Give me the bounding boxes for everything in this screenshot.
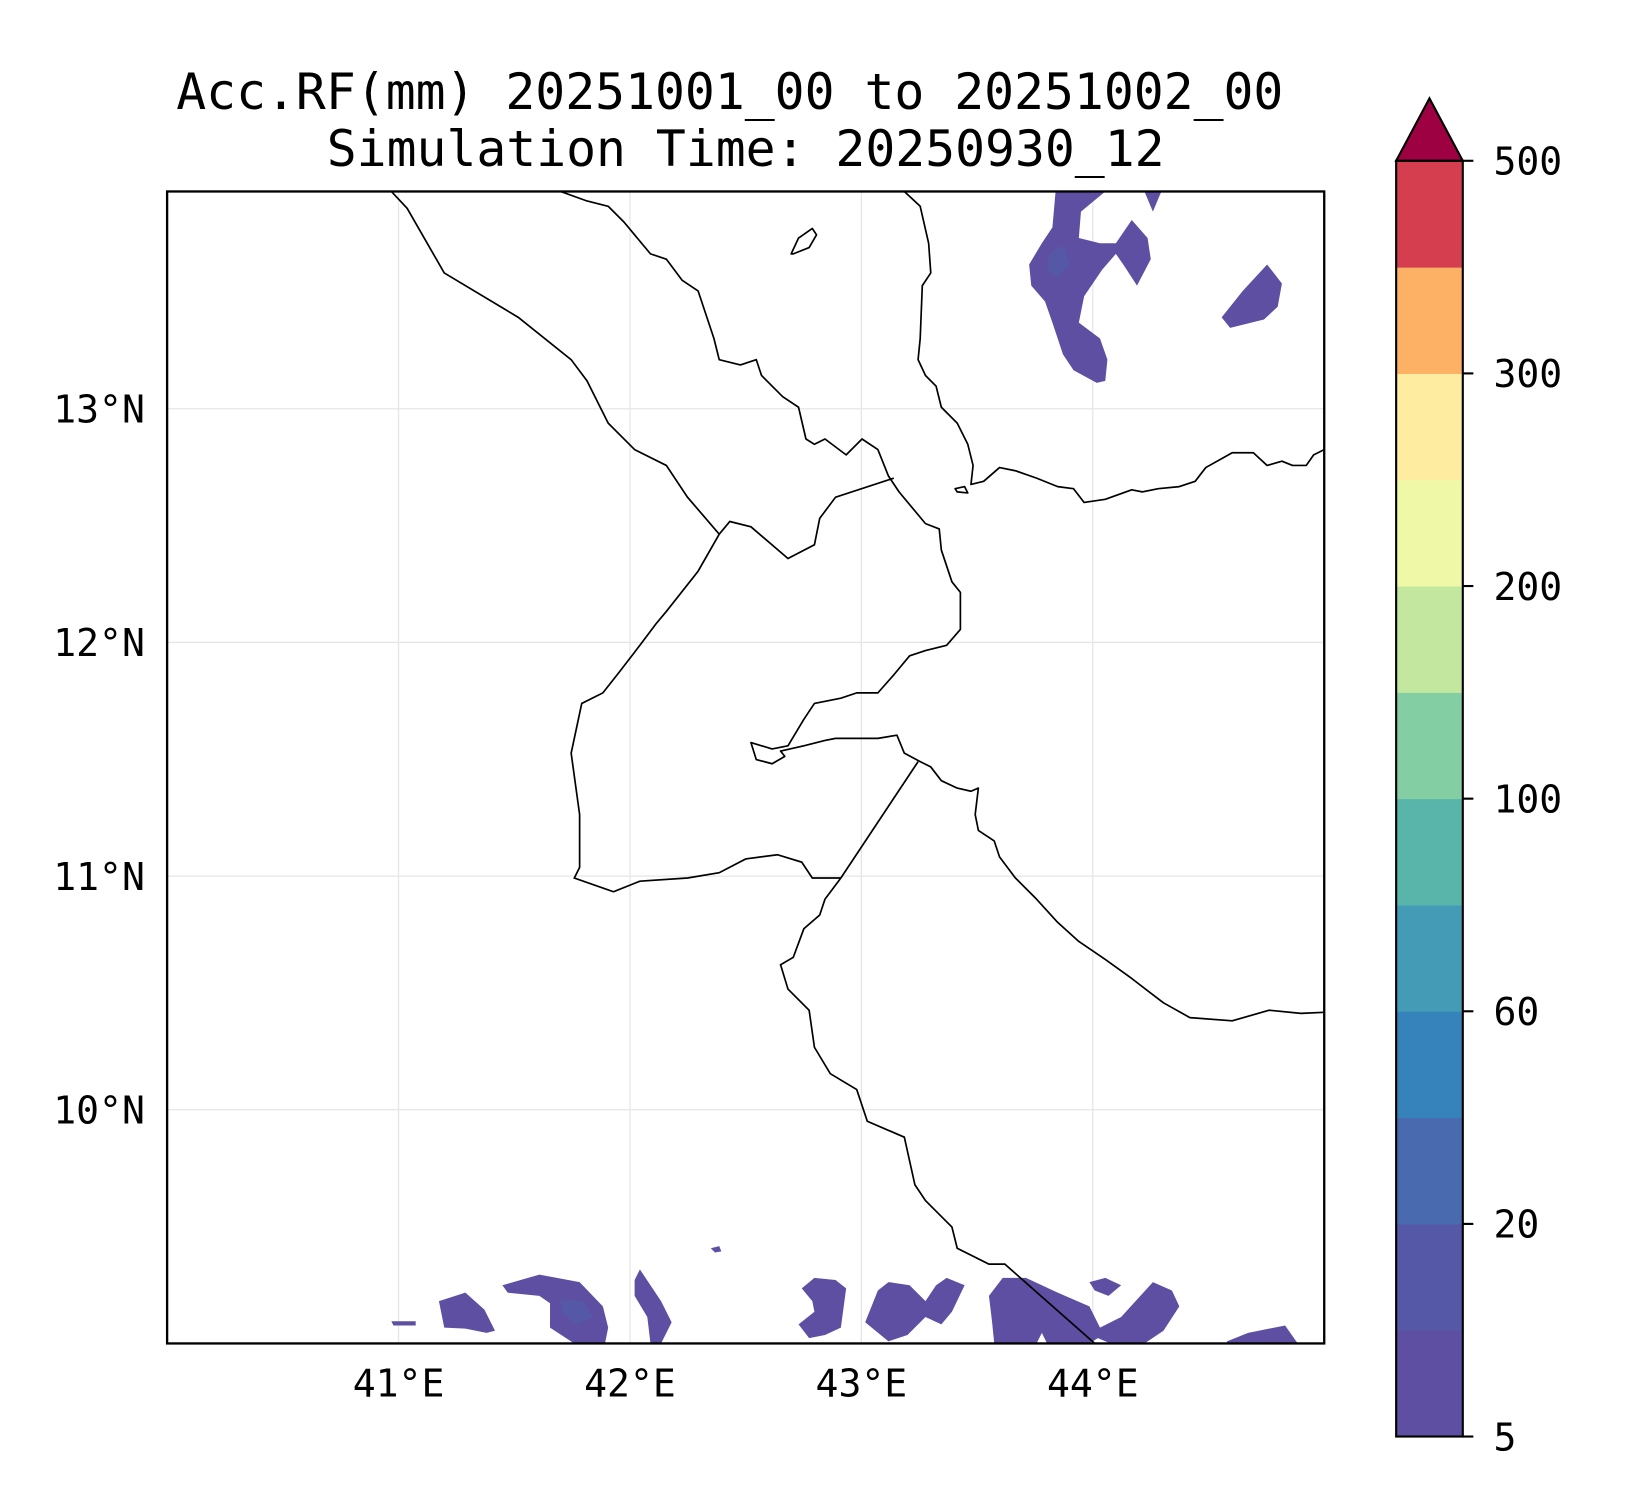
lat-tick-label: 12°N <box>53 621 145 665</box>
border-ethiopia-djibouti <box>570 533 841 893</box>
colorbar-tick-label: 20 <box>1493 1203 1539 1247</box>
colorbar-tick-label: 300 <box>1493 352 1562 396</box>
lon-tick-label: 44°E <box>1047 1361 1139 1405</box>
map-frame <box>165 190 1326 1345</box>
colorbar-tick-label: 60 <box>1493 990 1539 1034</box>
border-eritrea-djibouti <box>718 477 895 560</box>
border-ethiopia-somalia <box>779 877 1096 1344</box>
rain-area <box>438 1292 495 1333</box>
coastline-yemen <box>903 191 1325 504</box>
gridlines <box>167 191 1325 1344</box>
border-djibouti-somalia <box>840 761 919 879</box>
colorbar-bin <box>1396 798 1463 906</box>
rainfall-contours <box>391 191 1298 1344</box>
rain-area <box>502 1274 609 1344</box>
colorbar-bin <box>1396 267 1463 374</box>
country-borders <box>390 191 1096 1344</box>
rain-area <box>1047 245 1071 278</box>
rain-area <box>1226 1325 1298 1344</box>
rain-area <box>560 1299 593 1325</box>
colorbar: 5 20 60 100 200 300 500 <box>1394 96 1562 1459</box>
border-eritrea-ethiopia <box>390 191 720 535</box>
rain-area <box>1029 191 1151 383</box>
colorbar-bin <box>1396 373 1463 481</box>
rain-area <box>1221 264 1282 328</box>
lon-tick-label: 41°E <box>353 1361 445 1405</box>
colorbar-tick-label: 100 <box>1493 777 1562 821</box>
coastlines <box>560 191 1325 1022</box>
colorbar-extend-arrow <box>1394 96 1465 162</box>
colorbar-tick-label: 5 <box>1493 1415 1516 1459</box>
rain-area <box>1144 191 1162 212</box>
colorbar-bin <box>1396 1117 1463 1225</box>
lat-tick-label: 11°N <box>53 855 145 899</box>
axis-labels: 41°E 42°E 43°E 44°E 13°N 12°N 11°N 10°N <box>53 388 1138 1406</box>
colorbar-bin <box>1396 479 1463 587</box>
island <box>954 485 969 494</box>
colorbar-bin <box>1396 904 1463 1012</box>
lon-tick-label: 43°E <box>816 1361 908 1405</box>
colorbar-bin <box>1396 692 1463 800</box>
lat-tick-label: 10°N <box>53 1089 145 1133</box>
rain-area <box>988 1277 1180 1344</box>
map-panel: 41°E 42°E 43°E 44°E 13°N 12°N 11°N 10°N <box>53 190 1326 1406</box>
rain-area <box>865 1277 965 1342</box>
colorbar-bin <box>1396 1330 1463 1438</box>
rain-area <box>798 1277 847 1339</box>
coastline-africa <box>560 191 1325 1022</box>
colorbar-bin <box>1396 160 1463 268</box>
colorbar-tick-label: 500 <box>1493 140 1562 184</box>
title-line-1: Acc.RF(mm) 20251001_00 to 20251002_00 <box>176 63 1283 121</box>
colorbar-tick-label: 200 <box>1493 565 1562 609</box>
rain-area <box>634 1269 672 1344</box>
colorbar-bin <box>1396 586 1463 693</box>
colorbar-bin <box>1396 1011 1463 1119</box>
island <box>790 227 818 255</box>
rain-area <box>391 1321 416 1326</box>
title-line-2: Simulation Time: 20250930_12 <box>327 120 1165 178</box>
colorbar-bin <box>1396 1223 1463 1331</box>
rain-area <box>1089 1277 1122 1296</box>
rain-area <box>710 1246 722 1253</box>
lat-tick-label: 13°N <box>53 388 145 432</box>
lon-tick-label: 42°E <box>584 1361 676 1405</box>
